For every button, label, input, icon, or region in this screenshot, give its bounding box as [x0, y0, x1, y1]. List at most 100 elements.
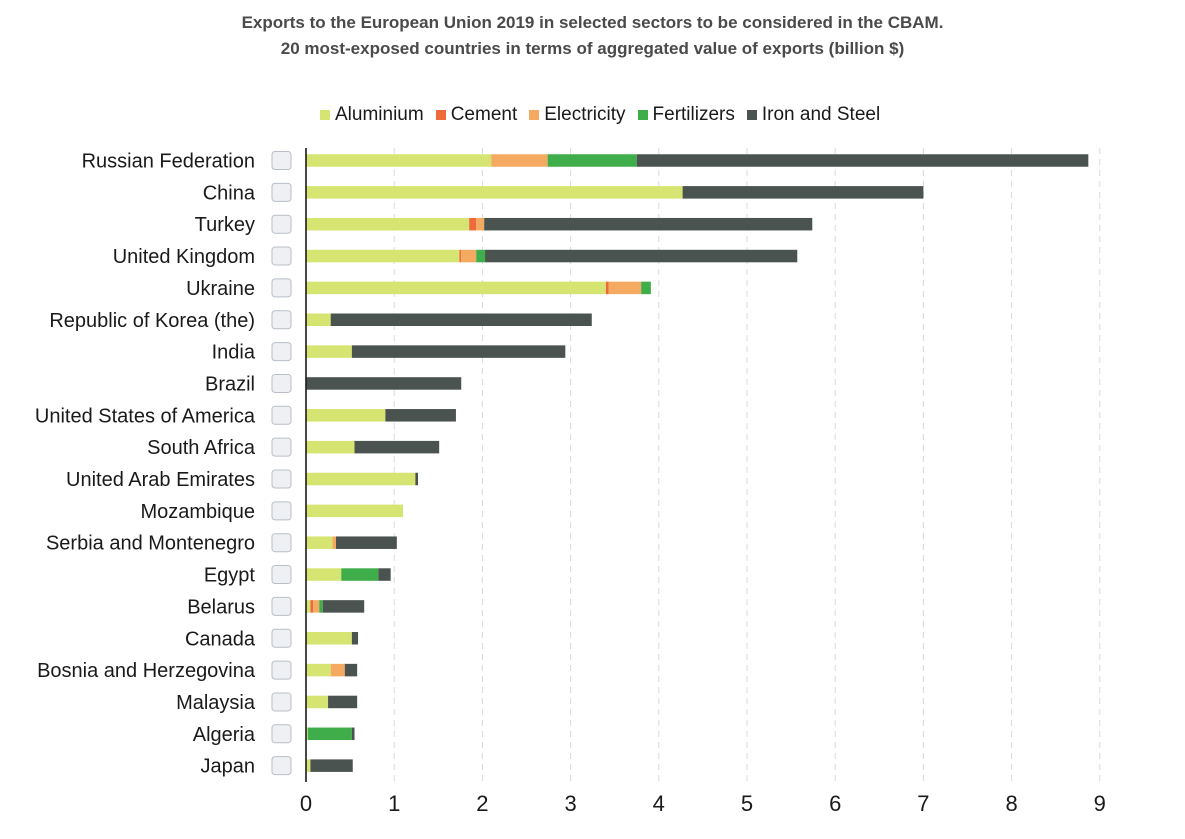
bar-serbia-and-montenegro-aluminium — [306, 536, 333, 549]
category-label-republic-of-korea-the: Republic of Korea (the) — [49, 310, 255, 332]
category-label-egypt: Egypt — [204, 565, 256, 587]
bar-algeria-aluminium — [306, 727, 308, 741]
x-tick-label-7: 7 — [917, 791, 929, 816]
category-label-united-kingdom: United Kingdom — [113, 246, 255, 268]
bar-canada-iron-and-steel — [351, 632, 359, 645]
chart-title: Exports to the European Union 2019 in se… — [0, 10, 1185, 62]
bar-bosnia-and-herzegovina-iron-and-steel — [344, 663, 358, 677]
x-tick-label-8: 8 — [1005, 791, 1017, 816]
category-label-algeria: Algeria — [193, 724, 256, 746]
flag-icon-mozambique — [271, 501, 292, 521]
flag-icon-united-kingdom — [271, 246, 292, 266]
flag-icon-united-states-of-america — [271, 405, 292, 425]
bar-malaysia-iron-and-steel — [328, 695, 358, 709]
legend-label-cement: Cement — [450, 104, 518, 125]
bar-republic-of-korea-the-iron-and-steel — [330, 313, 592, 326]
flag-icon-republic-of-korea-the — [271, 310, 292, 330]
bar-egypt-iron-and-steel — [378, 568, 391, 581]
category-label-russian-federation: Russian Federation — [82, 151, 255, 173]
bar-russian-federation-electricity — [491, 154, 548, 167]
bar-malaysia-aluminium — [306, 695, 329, 709]
bar-united-kingdom-cement — [459, 249, 462, 263]
bar-belarus-cement — [310, 600, 314, 613]
category-label-india: India — [212, 342, 256, 364]
flag-icon-ukraine — [271, 278, 292, 298]
x-tick-label-1: 1 — [388, 791, 400, 816]
category-label-united-states-of-america: United States of America — [35, 405, 256, 427]
flag-icon-egypt — [271, 565, 292, 585]
bar-china-aluminium — [306, 186, 683, 199]
bar-japan-aluminium — [306, 759, 311, 772]
legend-item-cement: Cement — [435, 104, 518, 126]
category-label-bosnia-and-herzegovina: Bosnia and Herzegovina — [37, 660, 256, 682]
bar-ukraine-electricity — [608, 281, 642, 295]
flag-icon-japan — [271, 756, 292, 776]
bar-japan-iron-and-steel — [310, 759, 353, 772]
flag-icon-south-africa — [271, 437, 292, 457]
bar-ukraine-fertilizers — [641, 281, 651, 295]
legend-item-aluminium: Aluminium — [320, 104, 424, 126]
flag-icon-algeria — [271, 724, 292, 744]
category-label-ukraine: Ukraine — [186, 278, 255, 300]
legend-label-electricity: Electricity — [544, 104, 626, 125]
category-label-turkey: Turkey — [195, 214, 255, 236]
category-label-belarus: Belarus — [187, 596, 255, 618]
chart-title-line-2: 20 most-exposed countries in terms of ag… — [280, 39, 905, 58]
bar-algeria-iron-and-steel — [351, 727, 355, 741]
bar-china-iron-and-steel — [682, 186, 924, 199]
bar-belarus-electricity — [313, 600, 320, 613]
category-label-malaysia: Malaysia — [176, 692, 256, 714]
bar-brazil-iron-and-steel — [306, 377, 462, 390]
bar-serbia-and-montenegro-iron-and-steel — [335, 536, 397, 549]
bar-united-kingdom-fertilizers — [476, 249, 486, 263]
flag-icon-brazil — [271, 373, 292, 393]
bar-egypt-fertilizers — [341, 568, 379, 581]
flag-icon-bosnia-and-herzegovina — [271, 660, 292, 680]
bar-united-kingdom-electricity — [461, 249, 477, 263]
bar-turkey-electricity — [476, 217, 485, 231]
category-label-brazil: Brazil — [205, 373, 255, 395]
bar-mozambique-aluminium — [306, 504, 404, 518]
bar-india-iron-and-steel — [351, 345, 566, 358]
category-label-mozambique: Mozambique — [140, 501, 255, 523]
bar-canada-aluminium — [306, 632, 352, 645]
category-label-united-arab-emirates: United Arab Emirates — [66, 469, 255, 491]
x-tick-label-5: 5 — [741, 791, 753, 816]
bar-turkey-aluminium — [306, 217, 470, 231]
legend-swatch-electricity — [529, 110, 540, 120]
bar-belarus-fertilizers — [319, 600, 323, 613]
bar-united-arab-emirates-iron-and-steel — [415, 472, 419, 486]
bar-russian-federation-fertilizers — [547, 154, 637, 167]
flag-icon-serbia-and-montenegro — [271, 533, 292, 553]
bar-bosnia-and-herzegovina-electricity — [330, 663, 345, 677]
x-tick-label-0: 0 — [300, 791, 312, 816]
bar-turkey-cement — [469, 217, 477, 231]
flag-icon-india — [271, 342, 292, 362]
flag-icon-canada — [271, 628, 292, 648]
bar-algeria-fertilizers — [307, 727, 352, 741]
x-tick-label-3: 3 — [564, 791, 576, 816]
category-label-japan: Japan — [201, 756, 256, 778]
bar-united-states-of-america-iron-and-steel — [385, 409, 456, 422]
legend-item-electricity: Electricity — [529, 104, 626, 126]
legend-swatch-cement — [435, 110, 446, 120]
category-label-china: China — [203, 182, 256, 204]
bar-turkey-iron-and-steel — [484, 217, 813, 231]
category-label-south-africa: South Africa — [147, 437, 256, 459]
bar-bosnia-and-herzegovina-aluminium — [306, 663, 331, 677]
x-tick-label-9: 9 — [1094, 791, 1106, 816]
bar-united-kingdom-aluminium — [306, 249, 460, 263]
flag-icon-united-arab-emirates — [271, 469, 292, 489]
bar-ukraine-cement — [605, 281, 609, 295]
legend-swatch-iron-and-steel — [746, 110, 757, 120]
category-label-canada: Canada — [185, 628, 256, 650]
bar-russian-federation-aluminium — [306, 154, 492, 167]
legend-swatch-fertilizers — [637, 110, 648, 120]
x-tick-label-2: 2 — [476, 791, 488, 816]
flag-icon-china — [271, 182, 292, 202]
bar-united-states-of-america-aluminium — [306, 409, 386, 422]
x-tick-label-6: 6 — [829, 791, 841, 816]
flag-icon-malaysia — [271, 692, 292, 712]
bar-united-kingdom-iron-and-steel — [485, 249, 798, 263]
